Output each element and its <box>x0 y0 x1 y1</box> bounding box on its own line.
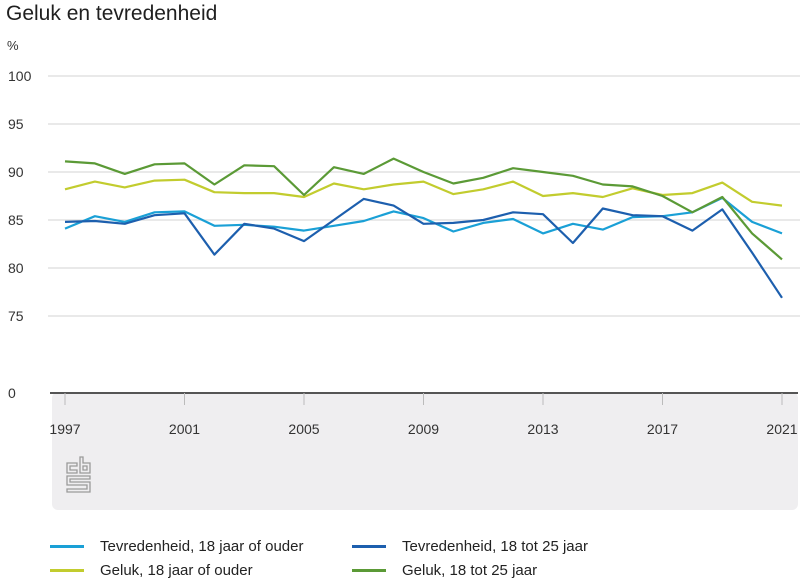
x-tick-label: 2021 <box>766 421 797 437</box>
chart-title: Geluk en tevredenheid <box>6 2 218 25</box>
legend-label: Geluk, 18 tot 25 jaar <box>402 562 538 579</box>
x-tick-label: 2005 <box>288 421 319 437</box>
legend-item[interactable]: Tevredenheid, 18 jaar of ouder <box>50 538 303 555</box>
y-tick-label: 80 <box>8 260 24 276</box>
legend-label: Geluk, 18 jaar of ouder <box>100 562 253 579</box>
x-tick-label: 2001 <box>169 421 200 437</box>
y-axis-unit-label: % <box>7 38 19 53</box>
y-axis-ticks: 100 95 90 85 80 75 0 <box>8 68 32 401</box>
y-tick-label: 0 <box>8 385 16 401</box>
legend-swatch <box>352 569 386 572</box>
legend-item[interactable]: Tevredenheid, 18 tot 25 jaar <box>352 538 588 555</box>
x-axis-panel <box>52 392 798 510</box>
series-line-3[interactable] <box>64 157 783 261</box>
x-tick-label: 2013 <box>527 421 558 437</box>
x-tick-label: 2009 <box>408 421 439 437</box>
x-axis: 1997 2001 2005 2009 2013 2017 2021 <box>49 392 798 437</box>
legend-label: Tevredenheid, 18 tot 25 jaar <box>402 538 588 555</box>
y-tick-label: 85 <box>8 212 24 228</box>
y-tick-label: 90 <box>8 164 24 180</box>
series-line-1[interactable] <box>64 197 783 299</box>
cbs-logo-icon <box>66 456 91 493</box>
y-tick-label: 75 <box>8 308 24 324</box>
legend-swatch <box>50 545 84 548</box>
x-tick-label: 2017 <box>647 421 678 437</box>
gridlines <box>48 75 800 317</box>
series-lines <box>64 157 783 299</box>
legend-swatch <box>50 569 84 572</box>
legend-swatch <box>352 545 386 548</box>
y-tick-label: 100 <box>8 68 32 84</box>
x-tick-label: 1997 <box>49 421 80 437</box>
legend-label: Tevredenheid, 18 jaar of ouder <box>100 538 304 555</box>
legend-item[interactable]: Geluk, 18 jaar of ouder <box>50 562 253 579</box>
y-tick-label: 95 <box>8 116 24 132</box>
legend-item[interactable]: Geluk, 18 tot 25 jaar <box>352 562 537 579</box>
